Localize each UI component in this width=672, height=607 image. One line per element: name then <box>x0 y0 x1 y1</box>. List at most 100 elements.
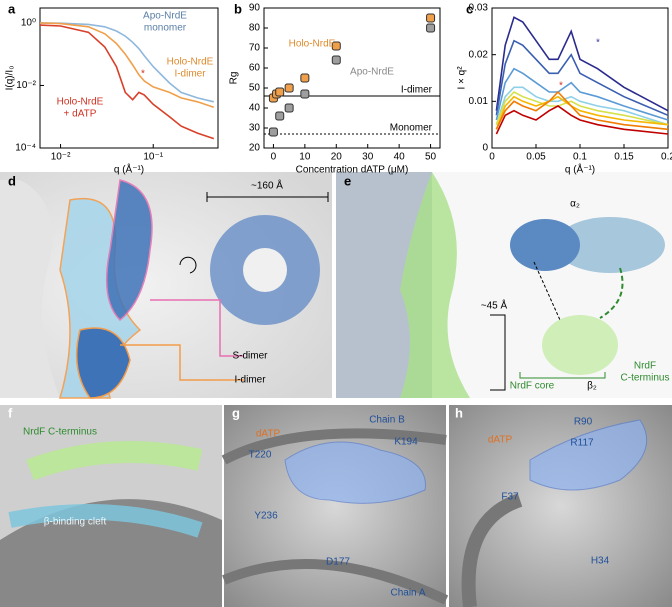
panel-h-image <box>449 405 672 607</box>
x-tick-label: 0.1 <box>573 152 587 163</box>
y-tick-label: 0.02 <box>469 49 489 60</box>
x-tick-label: 30 <box>362 152 374 163</box>
data-layer: a 10⁻² 10⁻¹ 10⁻⁴ 10⁻² 10⁰ q (Å⁻¹) I(q)/I₀ Apo-Nr… <box>5 1 672 598</box>
y-axis-label: Rg <box>229 72 240 85</box>
data-line <box>39 24 215 140</box>
annotation: monomer <box>144 23 187 34</box>
panel-letter: b <box>234 1 242 16</box>
image-label: D177 <box>326 557 350 568</box>
x-tick-label: 0.2 <box>661 152 672 163</box>
panel-letter: f <box>8 405 13 420</box>
data-line <box>39 22 215 109</box>
x-axis-label: Concentration dATP (μM) <box>296 165 409 176</box>
y-tick-label: 90 <box>249 3 261 14</box>
panel-d-image <box>0 172 332 399</box>
panel-letter: d <box>8 173 16 188</box>
data-line <box>495 67 669 121</box>
y-tick-label: 10⁻⁴ <box>15 143 36 154</box>
annotation: * <box>596 38 600 49</box>
image-label: β-binding cleft <box>44 517 107 528</box>
x-tick-label: 10⁻¹ <box>143 152 163 163</box>
image-label: K194 <box>394 437 418 448</box>
image-label: ~160 Å <box>251 179 283 192</box>
image-label: Y236 <box>254 511 278 522</box>
annotation: * <box>559 81 563 92</box>
x-axis-label: q (Å⁻¹) <box>114 163 144 176</box>
x-tick-label: 0.15 <box>614 152 634 163</box>
x-tick-label: 0 <box>271 152 277 163</box>
x-tick-label: 20 <box>331 152 343 163</box>
annotation: I-dimer <box>174 69 206 80</box>
annotation: * <box>141 69 145 80</box>
data-point <box>331 41 341 51</box>
x-tick-label: 0.05 <box>526 152 546 163</box>
image-label: C-terminus <box>621 373 670 384</box>
image-label: ~45 Å <box>481 299 508 312</box>
y-tick-label: 80 <box>249 23 261 34</box>
data-point <box>300 73 310 83</box>
y-tick-label: 70 <box>249 43 261 54</box>
data-point <box>284 83 294 93</box>
data-line <box>495 86 669 126</box>
data-point <box>426 23 436 33</box>
x-tick-label: 50 <box>425 152 437 163</box>
data-line <box>495 95 669 130</box>
y-tick-label: 10⁰ <box>21 18 36 29</box>
panel-g-image <box>221 405 449 607</box>
panel-letter: a <box>8 1 16 16</box>
data-point <box>284 103 294 113</box>
image-label: α₂ <box>570 199 580 210</box>
image-label: dATP <box>488 435 513 446</box>
panel-letter: h <box>455 405 463 420</box>
image-label: NrdF core <box>510 381 555 392</box>
panel-letter: g <box>232 405 240 420</box>
x-tick-label: 0 <box>489 152 495 163</box>
image-label: NrdF <box>634 361 656 372</box>
data-line <box>495 39 669 117</box>
data-line <box>495 105 669 135</box>
x-tick-label: 40 <box>394 152 406 163</box>
y-tick-label: 10⁻² <box>16 80 36 91</box>
image-label: Chain A <box>390 588 425 599</box>
data-line <box>39 22 214 103</box>
data-point <box>275 111 285 121</box>
reference-label: Monomer <box>390 123 433 134</box>
x-tick-label: 10 <box>299 152 311 163</box>
image-label: R117 <box>570 438 594 449</box>
panel-f-image <box>0 405 222 607</box>
image-label: I-dimer <box>234 375 266 386</box>
image-label: Chain B <box>369 415 405 426</box>
data-line <box>495 16 669 112</box>
image-label: R90 <box>574 417 593 428</box>
annotation: Holo-NrdE <box>289 39 336 50</box>
x-axis-label: q (Å⁻¹) <box>565 163 595 176</box>
annotation: Holo-NrdE <box>57 97 104 108</box>
image-label: H34 <box>591 556 610 567</box>
data-point <box>331 55 341 65</box>
annotation: Holo-NrdE <box>167 57 214 68</box>
data-point <box>275 87 285 97</box>
image-label: F37 <box>501 492 519 503</box>
y-tick-label: 40 <box>249 103 261 114</box>
y-tick-label: 0.03 <box>469 3 489 14</box>
panel-letter: c <box>466 1 473 16</box>
y-tick-label: 20 <box>249 143 261 154</box>
annotation: Apo-NrdE <box>350 67 394 78</box>
image-label: S-dimer <box>232 351 268 362</box>
y-tick-label: 30 <box>249 123 261 134</box>
plot-frame <box>263 7 441 149</box>
image-label: NrdF C-terminus <box>23 427 97 438</box>
y-tick-label: 50 <box>249 83 261 94</box>
y-axis-label: I × q² <box>457 66 468 90</box>
annotation: Apo-NrdE <box>143 11 187 22</box>
y-axis-label: I(q)/I₀ <box>5 66 16 91</box>
image-label: dATP <box>256 429 281 440</box>
image-label: T220 <box>249 450 272 461</box>
data-point <box>300 89 310 99</box>
x-tick-label: 10⁻² <box>51 152 71 163</box>
data-point <box>268 127 278 137</box>
panel-letter: e <box>344 173 351 188</box>
annotation: + dATP <box>64 109 97 120</box>
image-label: β₂ <box>587 381 597 392</box>
